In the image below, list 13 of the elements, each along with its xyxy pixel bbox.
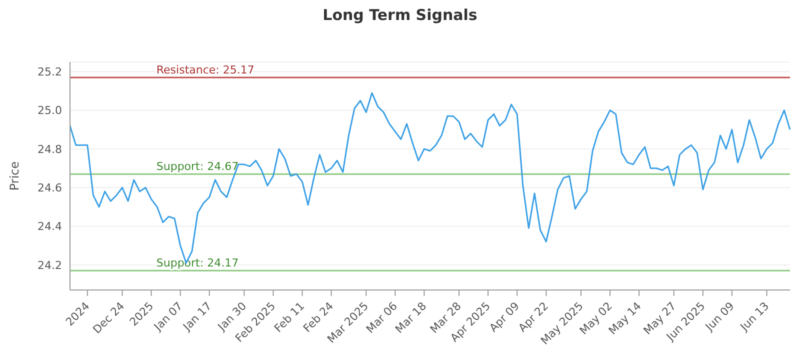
- y-tick-label: 24.6: [38, 182, 62, 194]
- x-tick-label: Jun 13: [737, 300, 772, 334]
- ref-line-label: Support: 24.17: [156, 256, 239, 270]
- y-tick-label: 24.2: [38, 258, 62, 272]
- x-tick-label: Jan 17: [180, 300, 214, 334]
- y-tick-label: 25.2: [38, 66, 62, 79]
- y-axis-title: Price: [7, 161, 22, 191]
- chart-title: Long Term Signals: [322, 6, 478, 24]
- ref-line-label: Resistance: 25.17: [156, 63, 254, 76]
- y-tick-label: 25.0: [38, 104, 62, 118]
- y-tick-label: 24.4: [38, 220, 62, 234]
- x-tick-label: Dec 24: [90, 300, 128, 336]
- y-tick-label: 24.8: [38, 142, 62, 156]
